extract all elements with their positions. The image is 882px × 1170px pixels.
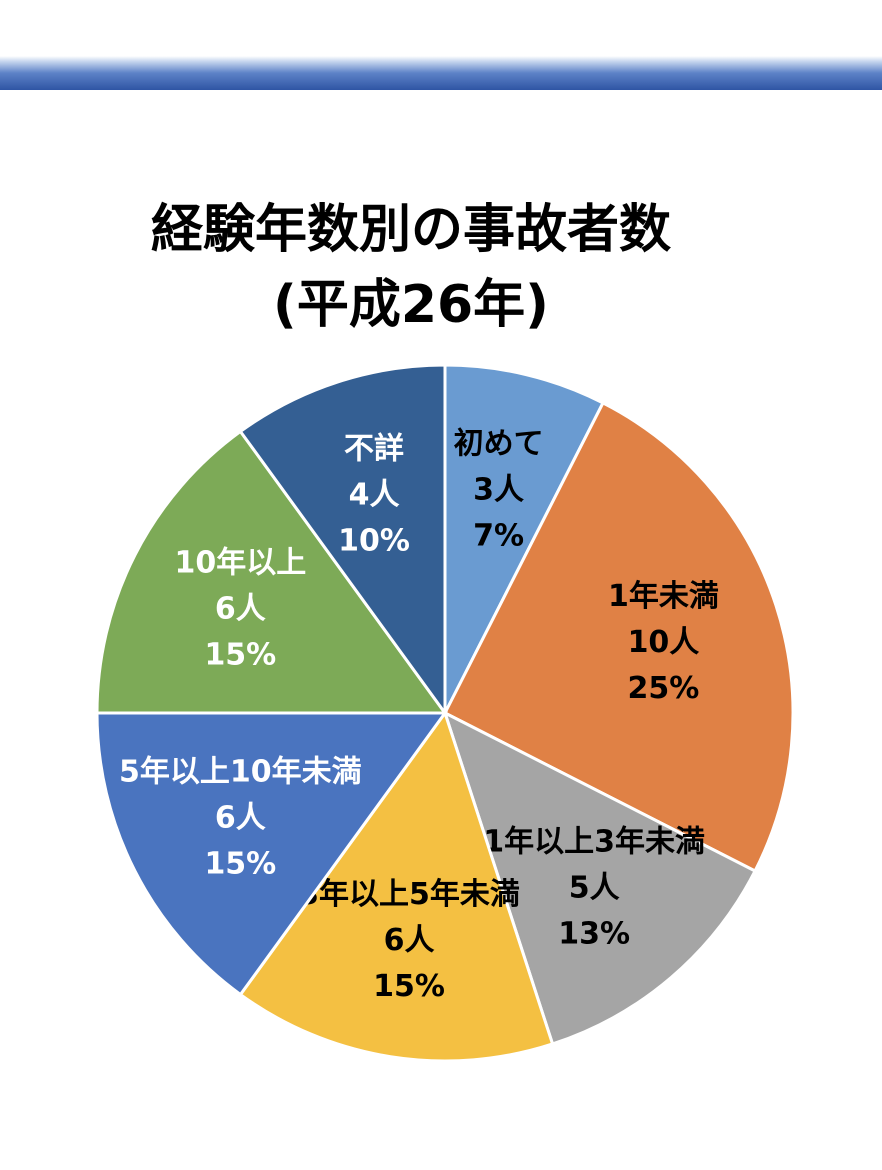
slice-label: 5年以上10年未満 <box>119 754 362 789</box>
slice-label: 10年以上 <box>174 546 306 581</box>
pie-slice <box>238 709 555 1063</box>
slice-percent: 10% <box>338 524 410 559</box>
pie-slice <box>95 429 448 715</box>
slice-count: 6人 <box>215 800 266 835</box>
slice-count: 4人 <box>349 478 400 513</box>
slice-count: 3人 <box>473 473 524 508</box>
slice-count: 5人 <box>569 871 620 906</box>
slice-percent: 13% <box>558 917 630 952</box>
slice-count: 6人 <box>215 592 266 627</box>
slice-count: 10人 <box>628 625 700 660</box>
slice-count: 6人 <box>384 923 435 958</box>
header-band <box>0 56 882 90</box>
slice-label: 1年以上3年未満 <box>483 825 705 860</box>
slice-percent: 25% <box>628 671 700 706</box>
chart-subtitle: (平成26年) <box>273 275 549 335</box>
slice-percent: 7% <box>473 519 524 554</box>
pie-slice <box>443 363 606 714</box>
slice-percent: 15% <box>373 969 445 1004</box>
pie-slice <box>95 711 448 997</box>
slice-label: 不詳 <box>344 432 404 467</box>
pie-slice <box>442 710 758 1046</box>
slice-label: 1年未満 <box>608 579 719 614</box>
slice-label: 3年以上5年未満 <box>298 877 520 912</box>
slice-percent: 15% <box>204 846 276 881</box>
chart-title: 経験年数別の事故者数 <box>150 200 671 260</box>
pie-slice <box>442 400 795 874</box>
slice-percent: 15% <box>204 638 276 673</box>
slice-label: 初めて <box>454 427 544 462</box>
pie-slice <box>238 363 447 718</box>
